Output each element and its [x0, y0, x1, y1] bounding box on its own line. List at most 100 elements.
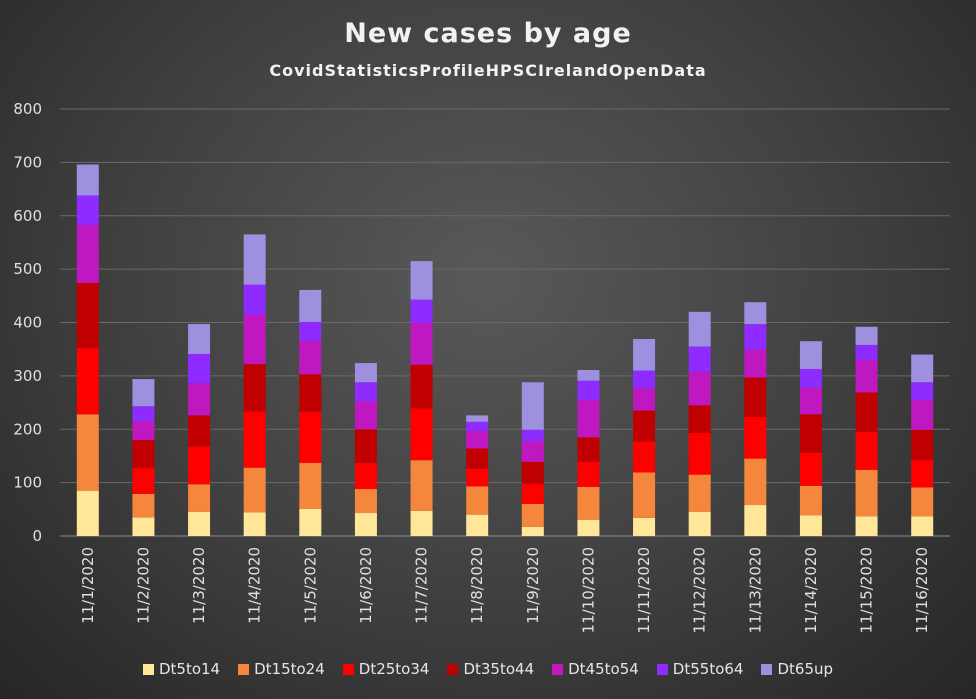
bar-segment-dt35to44	[299, 374, 322, 412]
y-tick-label: 300	[13, 367, 42, 385]
legend-swatch	[656, 663, 668, 675]
bar-segment-dt35to44	[466, 448, 489, 469]
x-tick-label: 11/6/2020	[357, 547, 375, 624]
bar-segment-dt65up	[911, 354, 934, 383]
bar-segment-dt55to64	[688, 346, 711, 372]
bar-segment-dt55to64	[299, 321, 322, 341]
bar-segment-dt25to34	[799, 452, 822, 486]
bar-segment-dt45to54	[132, 421, 155, 440]
bar-segment-dt5to14	[243, 512, 266, 536]
bar-segment-dt5to14	[633, 517, 656, 536]
bar-segment-dt25to34	[744, 416, 767, 459]
y-tick-label: 200	[13, 420, 42, 438]
bar-segment-dt45to54	[76, 224, 99, 284]
bar-segment-dt15to24	[855, 469, 878, 517]
bar-segment-dt35to44	[911, 429, 934, 460]
legend-item-dt35to44: Dt35to44	[447, 660, 534, 678]
legend-label: Dt65up	[777, 660, 834, 678]
bar-segment-dt55to64	[76, 195, 99, 225]
bar-segment-dt15to24	[76, 414, 99, 491]
bar-segment-dt35to44	[688, 405, 711, 433]
bar-segment-dt15to24	[633, 472, 656, 518]
bar-segment-dt25to34	[243, 411, 266, 468]
chart-subtitle: CovidStatisticsProfileHPSCIrelandOpenDat…	[269, 61, 707, 80]
bar-segment-dt55to64	[855, 344, 878, 360]
bar-segment-dt15to24	[744, 458, 767, 506]
bar-segment-dt35to44	[799, 414, 822, 453]
legend-swatch	[342, 663, 354, 675]
bar-segment-dt25to34	[688, 432, 711, 475]
bar-segment-dt65up	[132, 379, 155, 407]
bar-segment-dt5to14	[521, 526, 544, 536]
bar-segment-dt15to24	[577, 486, 600, 520]
bar-segment-dt5to14	[188, 511, 211, 536]
bar-segment-dt45to54	[744, 349, 767, 378]
legend-item-dt45to54: Dt45to54	[552, 660, 639, 678]
bar-segment-dt45to54	[688, 371, 711, 406]
bar-segment-dt5to14	[799, 515, 822, 536]
x-tick-label: 11/11/2020	[635, 547, 653, 633]
bar-segment-dt25to34	[521, 483, 544, 504]
bar-segment-dt5to14	[577, 519, 600, 536]
legend-label: Dt45to54	[568, 660, 639, 678]
bar-segment-dt45to54	[911, 399, 934, 430]
bar-segment-dt65up	[76, 164, 99, 196]
bar-segment-dt25to34	[188, 446, 211, 485]
bar-segment-dt5to14	[855, 516, 878, 536]
bar-segment-dt45to54	[799, 387, 822, 415]
bar-segment-dt35to44	[577, 437, 600, 462]
bar-segment-dt65up	[521, 382, 544, 430]
y-tick-label: 100	[13, 474, 42, 492]
bar-segment-dt55to64	[132, 406, 155, 422]
bar-segment-dt25to34	[299, 411, 322, 463]
bar-segment-dt65up	[299, 289, 322, 322]
bar-segment-dt5to14	[911, 516, 934, 536]
bar-segment-dt35to44	[744, 377, 767, 417]
bar-segment-dt55to64	[410, 299, 433, 324]
legend-label: Dt5to14	[158, 660, 221, 678]
legend: Dt5to14 Dt15to24 Dt25to34 Dt35to44 Dt45to54 D…	[0, 660, 976, 678]
bar-segment-dt15to24	[132, 493, 155, 518]
x-tick-label: 11/7/2020	[413, 547, 431, 624]
x-tick-label: 11/14/2020	[802, 547, 820, 633]
bar-segment-dt65up	[466, 415, 489, 422]
x-tick-label: 11/5/2020	[301, 547, 319, 624]
bar-segment-dt35to44	[132, 439, 155, 468]
bar-segment-dt35to44	[633, 410, 656, 442]
bar-segment-dt5to14	[466, 514, 489, 536]
x-tick-label: 11/13/2020	[746, 547, 764, 633]
bar-segment-dt45to54	[354, 401, 377, 430]
legend-swatch	[447, 663, 459, 675]
bar-segment-dt5to14	[76, 490, 99, 536]
x-tick-label: 11/10/2020	[579, 547, 597, 633]
legend-swatch	[142, 663, 154, 675]
bar-segment-dt15to24	[521, 503, 544, 527]
y-tick-label: 800	[13, 100, 42, 118]
bar-segment-dt55to64	[188, 353, 211, 384]
bar-segment-dt25to34	[354, 462, 377, 490]
bar-segment-dt55to64	[577, 380, 600, 400]
bar-segment-dt15to24	[354, 489, 377, 514]
bar-segment-dt25to34	[410, 408, 433, 461]
bar-segment-dt65up	[688, 311, 711, 347]
bar-segment-dt45to54	[243, 314, 266, 365]
bar-segment-dt35to44	[410, 364, 433, 409]
bar-segment-dt5to14	[354, 513, 377, 536]
bar-segment-dt65up	[633, 339, 656, 371]
bar-segment-dt25to34	[855, 431, 878, 470]
legend-item-dt5to14: Dt5to14	[142, 660, 221, 678]
x-tick-label: 11/8/2020	[468, 547, 486, 624]
legend-label: Dt15to24	[254, 660, 325, 678]
bar-segment-dt35to44	[521, 461, 544, 484]
bar-segment-dt35to44	[188, 415, 211, 447]
legend-item-dt25to34: Dt25to34	[342, 660, 429, 678]
legend-item-dt15to24: Dt15to24	[238, 660, 325, 678]
bar-segment-dt55to64	[466, 421, 489, 431]
bar-segment-dt5to14	[299, 508, 322, 536]
legend-swatch	[761, 663, 773, 675]
bar-segment-dt55to64	[633, 370, 656, 389]
bar-segment-dt5to14	[688, 511, 711, 536]
bar-segment-dt45to54	[188, 383, 211, 416]
x-tick-label: 11/3/2020	[190, 547, 208, 624]
